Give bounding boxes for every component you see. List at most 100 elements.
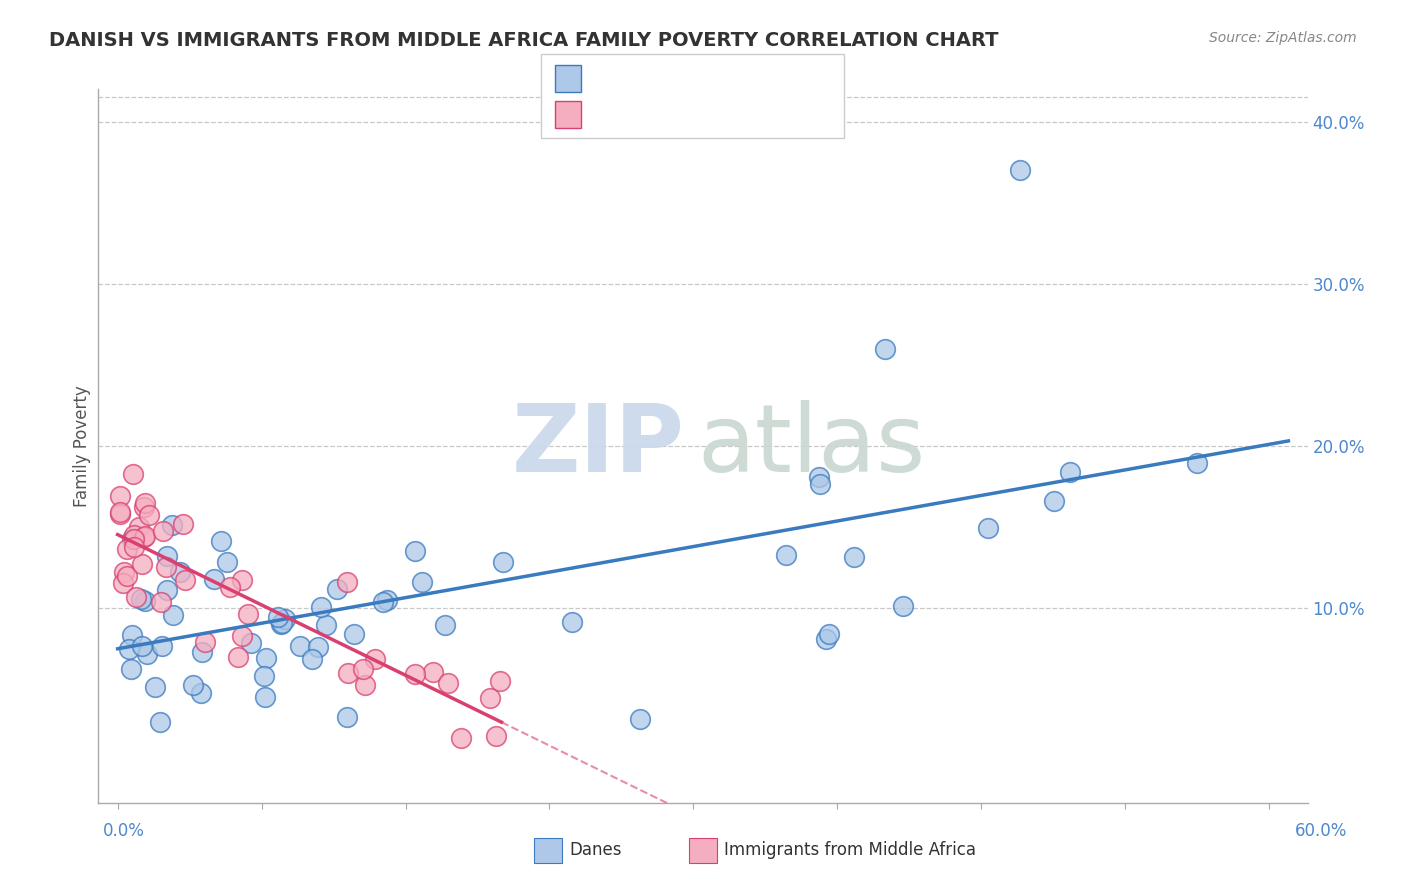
- Point: [628, 712, 651, 726]
- Y-axis label: Family Poverty: Family Poverty: [73, 385, 91, 507]
- Point: [404, 666, 426, 681]
- Point: [131, 557, 153, 571]
- Point: [1059, 465, 1081, 479]
- Point: [267, 610, 290, 624]
- Point: [156, 583, 179, 598]
- Point: [288, 639, 311, 653]
- Point: [307, 640, 329, 654]
- Text: R =: R =: [591, 104, 627, 122]
- Point: [977, 521, 1000, 535]
- Point: [110, 507, 132, 521]
- Point: [149, 714, 172, 729]
- Point: [271, 616, 294, 631]
- Point: [129, 591, 152, 606]
- Point: [336, 710, 359, 724]
- Point: [169, 565, 191, 579]
- Text: 60: 60: [728, 69, 749, 87]
- Point: [231, 629, 253, 643]
- Point: [134, 529, 156, 543]
- Point: [411, 574, 433, 589]
- Point: [842, 550, 865, 565]
- Point: [485, 729, 508, 743]
- Point: [131, 639, 153, 653]
- Text: R =: R =: [591, 69, 627, 87]
- Point: [121, 532, 143, 546]
- Point: [479, 691, 502, 706]
- Point: [315, 618, 337, 632]
- Point: [270, 616, 292, 631]
- Text: Immigrants from Middle Africa: Immigrants from Middle Africa: [724, 841, 976, 859]
- Text: DANISH VS IMMIGRANTS FROM MIDDLE AFRICA FAMILY POVERTY CORRELATION CHART: DANISH VS IMMIGRANTS FROM MIDDLE AFRICA …: [49, 31, 998, 50]
- Point: [122, 527, 145, 541]
- Point: [434, 618, 457, 632]
- Point: [254, 690, 277, 705]
- Point: [371, 594, 394, 608]
- Point: [226, 649, 249, 664]
- Point: [121, 628, 143, 642]
- Point: [115, 542, 138, 557]
- Point: [172, 516, 194, 531]
- Point: [337, 665, 360, 680]
- Point: [775, 549, 797, 563]
- Point: [132, 500, 155, 515]
- Point: [143, 680, 166, 694]
- Point: [118, 641, 141, 656]
- Point: [209, 533, 232, 548]
- Point: [808, 477, 831, 491]
- Point: [273, 612, 295, 626]
- Point: [190, 686, 212, 700]
- Point: [155, 560, 177, 574]
- Point: [1008, 163, 1031, 178]
- Point: [343, 627, 366, 641]
- Point: [181, 678, 204, 692]
- Text: -0.495: -0.495: [630, 104, 683, 122]
- Point: [301, 652, 323, 666]
- Point: [1042, 494, 1064, 508]
- Point: [352, 662, 374, 676]
- Point: [174, 573, 197, 587]
- Point: [891, 599, 914, 613]
- Point: [108, 505, 131, 519]
- Point: [135, 647, 157, 661]
- Point: [112, 576, 135, 591]
- Point: [134, 530, 156, 544]
- Point: [112, 565, 135, 579]
- Point: [121, 467, 143, 481]
- Point: [124, 540, 146, 554]
- Point: [422, 665, 444, 680]
- Point: [309, 600, 332, 615]
- Point: [807, 470, 830, 484]
- Point: [134, 594, 156, 608]
- Point: [489, 673, 512, 688]
- Point: [875, 342, 897, 356]
- Point: [150, 639, 173, 653]
- Point: [375, 593, 398, 607]
- Point: [240, 636, 263, 650]
- Point: [152, 524, 174, 538]
- Point: [238, 607, 260, 621]
- Point: [219, 580, 242, 594]
- Point: [202, 572, 225, 586]
- Text: Source: ZipAtlas.com: Source: ZipAtlas.com: [1209, 31, 1357, 45]
- Point: [128, 519, 150, 533]
- Point: [120, 662, 142, 676]
- Point: [814, 632, 837, 646]
- Point: [437, 675, 460, 690]
- Point: [353, 678, 375, 692]
- Text: N =: N =: [689, 69, 725, 87]
- Point: [231, 573, 253, 587]
- Text: 0.386: 0.386: [630, 69, 678, 87]
- Point: [404, 544, 426, 558]
- Text: Danes: Danes: [569, 841, 621, 859]
- Point: [191, 645, 214, 659]
- Point: [491, 555, 513, 569]
- Point: [134, 496, 156, 510]
- Point: [138, 508, 160, 523]
- Text: ZIP: ZIP: [512, 400, 685, 492]
- Point: [1187, 456, 1209, 470]
- Point: [162, 607, 184, 622]
- Text: 60.0%: 60.0%: [1295, 822, 1347, 840]
- Text: N =: N =: [689, 104, 725, 122]
- Text: atlas: atlas: [697, 400, 925, 492]
- Point: [450, 731, 472, 745]
